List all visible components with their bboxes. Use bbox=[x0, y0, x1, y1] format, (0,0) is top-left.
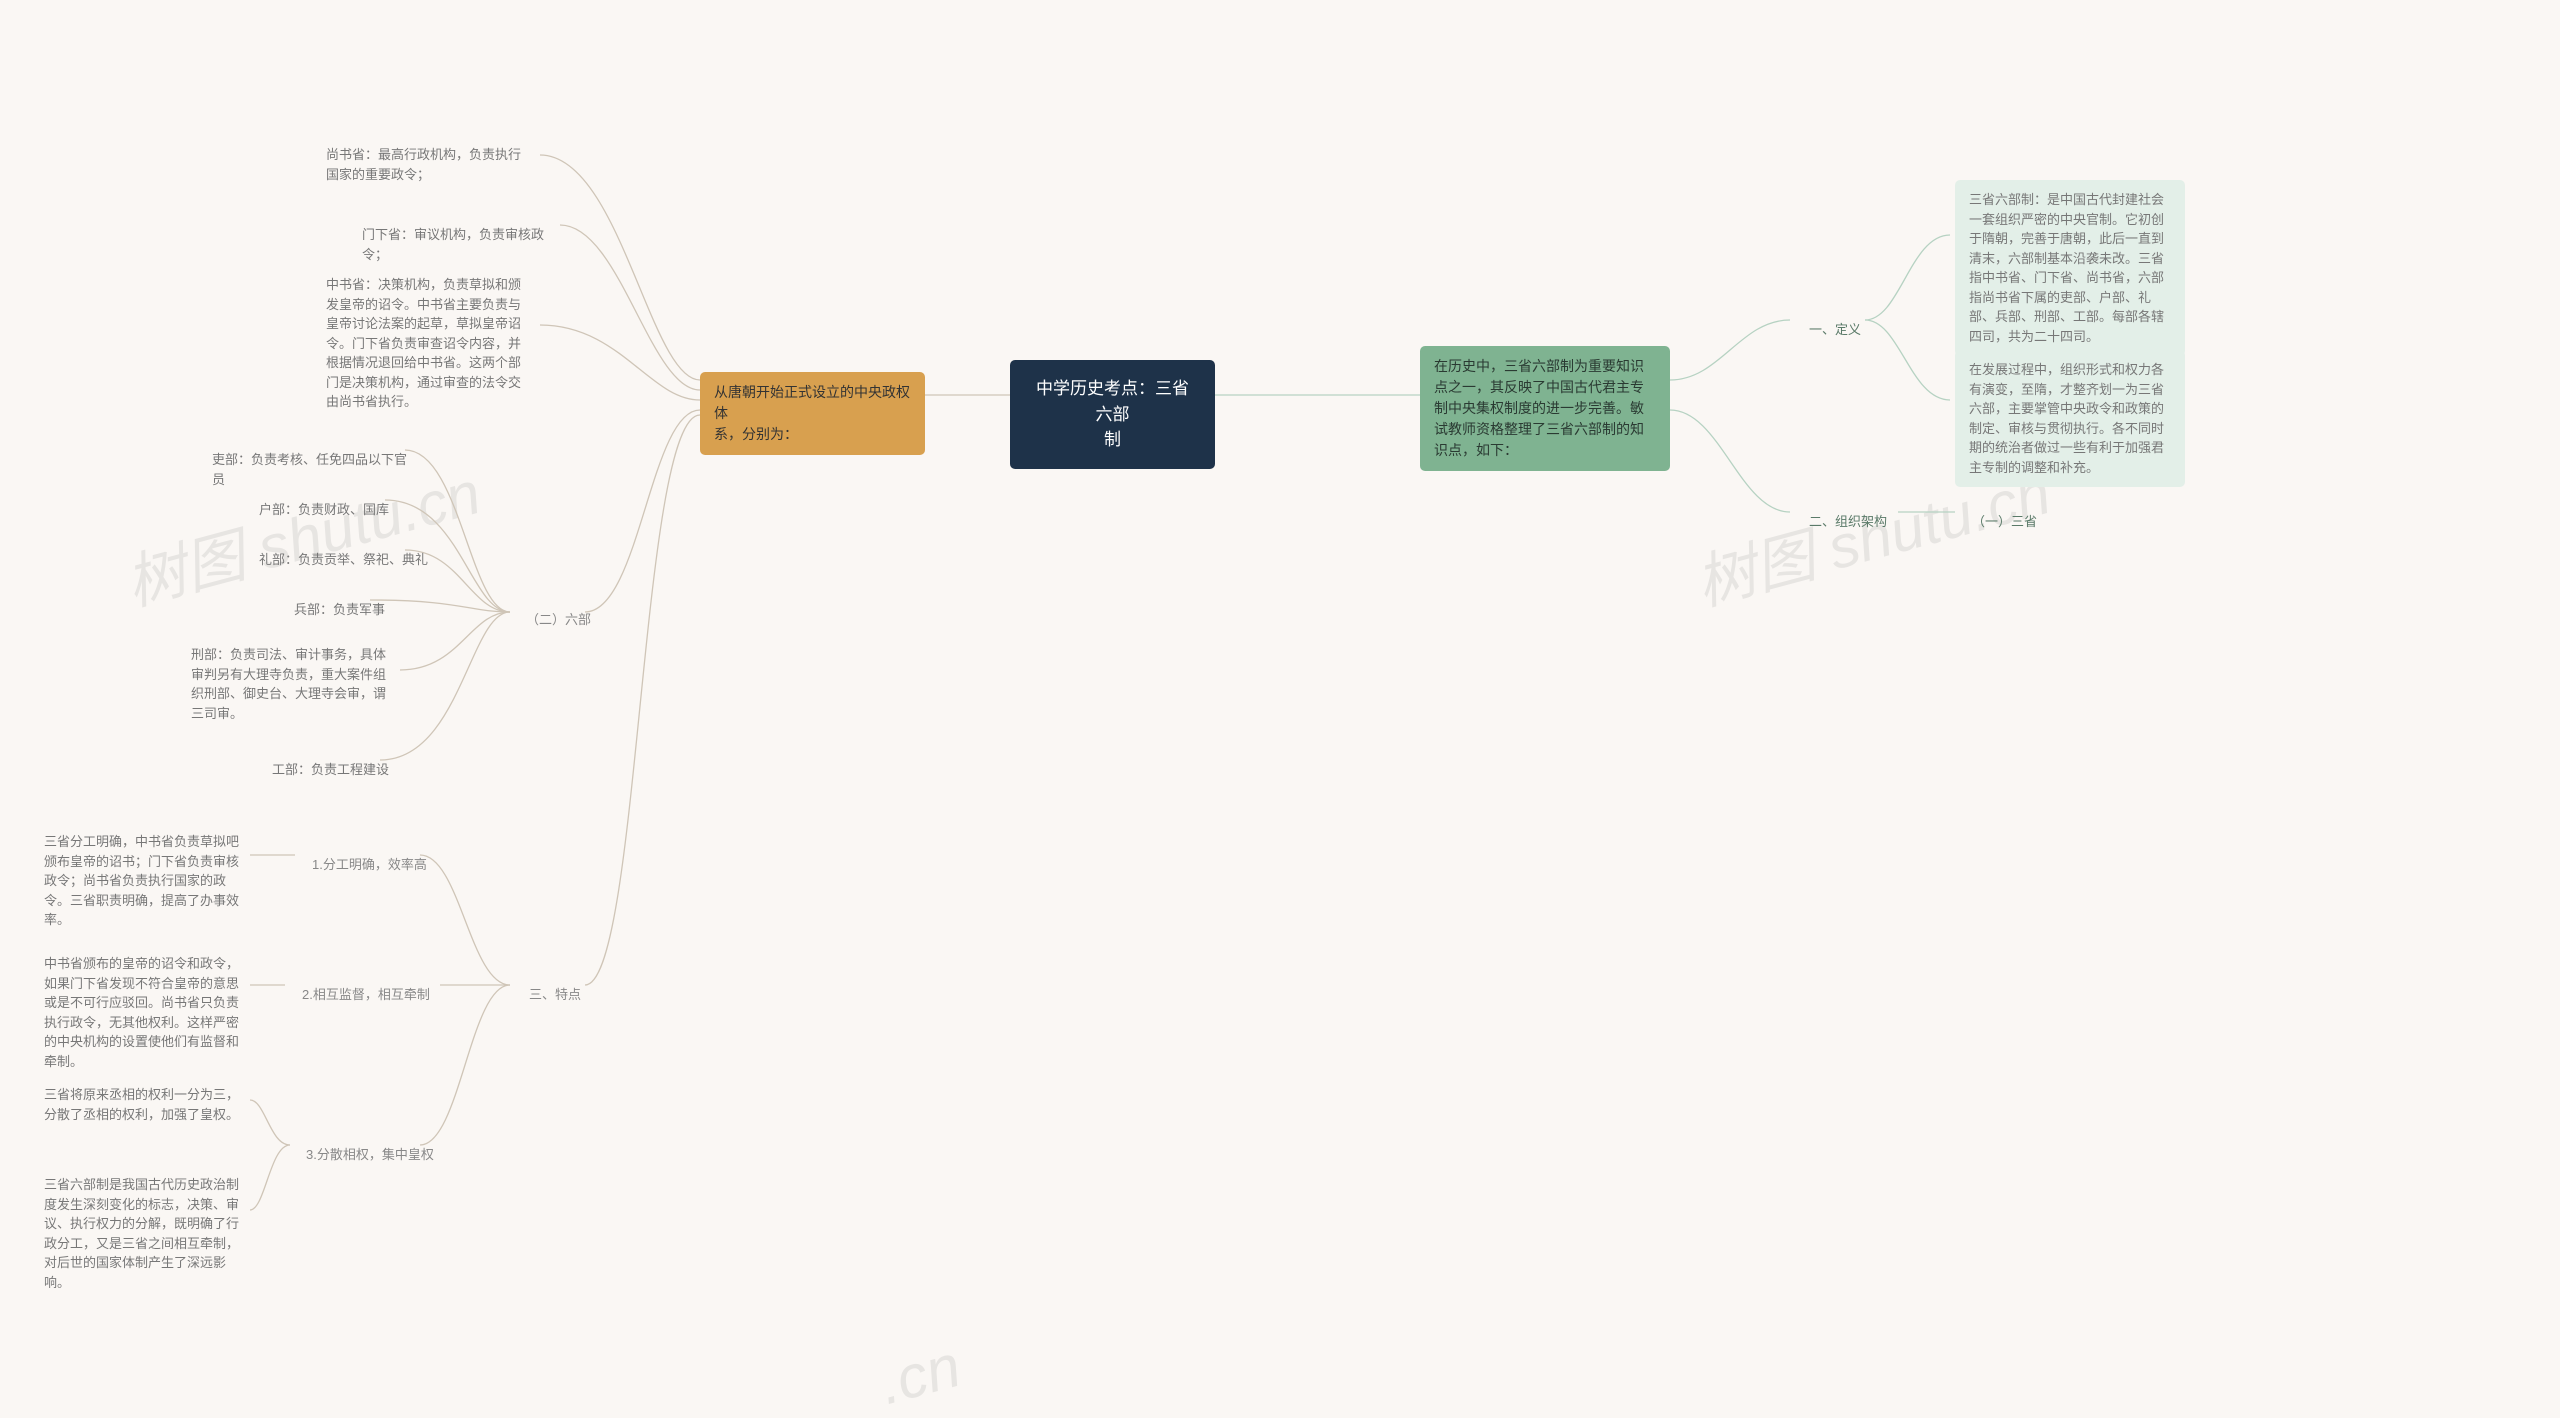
shangshu-text: 尚书省：最高行政机构，负责执行国家的重要政令； bbox=[312, 135, 542, 194]
watermark-3: .cn bbox=[872, 1331, 967, 1418]
tedian-1-label: 1.分工明确，效率高 bbox=[298, 845, 441, 885]
zuzhi-sub: （一）三省 bbox=[1958, 502, 2051, 542]
tedian-2-label: 2.相互监督，相互牵制 bbox=[288, 975, 444, 1015]
dingyi-text1: 三省六部制：是中国古代封建社会一套组织严密的中央官制。它初创于隋朝，完善于唐朝，… bbox=[1955, 180, 2185, 356]
tedian-1-text: 三省分工明确，中书省负责草拟吧颁布皇帝的诏书；门下省负责审核政令；尚书省负责执行… bbox=[30, 822, 255, 940]
dingyi-label: 一、定义 bbox=[1795, 310, 1875, 350]
liubu-label: （二）六部 bbox=[512, 600, 605, 640]
tedian-3-text2: 三省六部制是我国古代历史政治制度发生深刻变化的标志，决策、审议、执行权力的分解，… bbox=[30, 1165, 255, 1302]
gongbu-text: 工部：负责工程建设 bbox=[258, 750, 403, 790]
root-node: 中学历史考点：三省六部 制 bbox=[1010, 360, 1215, 469]
libu2-text: 礼部：负责贡举、祭祀、典礼 bbox=[245, 540, 442, 580]
bingbu-text: 兵部：负责军事 bbox=[280, 590, 399, 630]
dingyi-text2: 在发展过程中，组织形式和权力各有演变，至隋，才整齐划一为三省六部，主要掌管中央政… bbox=[1955, 350, 2185, 487]
xingbu-text: 刑部：负责司法、审计事务，具体审判另有大理寺负责，重大案件组织刑部、御史台、大理… bbox=[177, 635, 402, 733]
zhongshu-text: 中书省：决策机构，负责草拟和颁发皇帝的诏令。中书省主要负责与皇帝讨论法案的起草，… bbox=[312, 265, 542, 422]
left-branch-l1: 从唐朝开始正式设立的中央政权体 bbox=[714, 382, 911, 424]
zuzhi-label: 二、组织架构 bbox=[1795, 502, 1901, 542]
tedian-3-text1: 三省将原来丞相的权利一分为三，分散了丞相的权利，加强了皇权。 bbox=[30, 1075, 255, 1134]
left-branch-l2: 系，分别为： bbox=[714, 424, 911, 445]
hubu-text: 户部：负责财政、国库 bbox=[245, 490, 403, 530]
root-title-1: 中学历史考点：三省六部 bbox=[1030, 376, 1195, 427]
left-branch: 从唐朝开始正式设立的中央政权体 系，分别为： bbox=[700, 372, 925, 455]
tedian-3-label: 3.分散相权，集中皇权 bbox=[292, 1135, 448, 1175]
tedian-label: 三、特点 bbox=[515, 975, 595, 1015]
root-title-2: 制 bbox=[1030, 427, 1195, 453]
right-intro: 在历史中，三省六部制为重要知识点之一，其反映了中国古代君主专制中央集权制度的进一… bbox=[1420, 346, 1670, 471]
tedian-2-text: 中书省颁布的皇帝的诏令和政令，如果门下省发现不符合皇帝的意思或是不可行应驳回。尚… bbox=[30, 944, 255, 1081]
